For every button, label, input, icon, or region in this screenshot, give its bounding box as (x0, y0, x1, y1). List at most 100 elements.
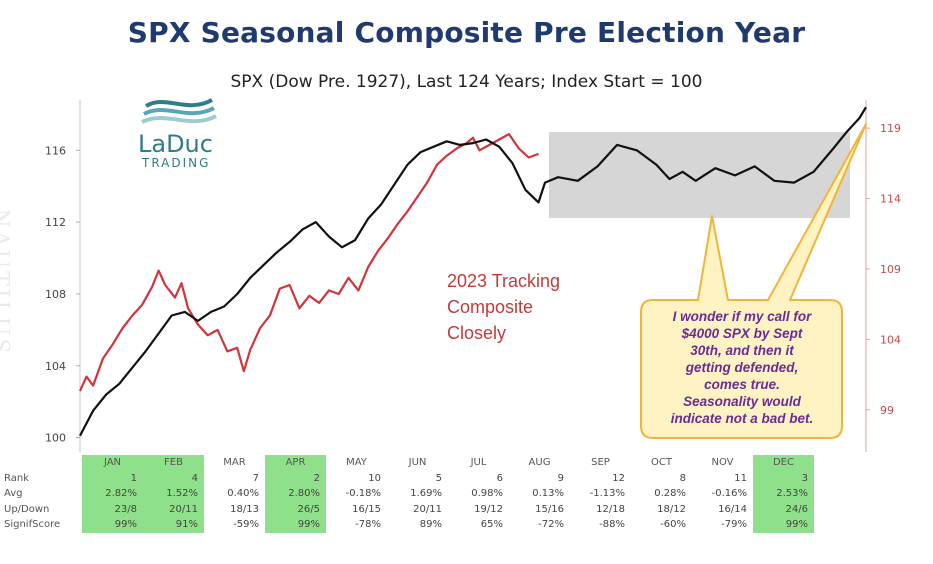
left-tick-label: 104 (45, 360, 66, 373)
stats-row-label: Avg (4, 488, 23, 500)
stats-cell: 12 (612, 472, 625, 484)
stats-cell: 2.53% (753, 486, 814, 502)
stats-cell: -60% (660, 519, 686, 531)
month-header: MAY (346, 457, 367, 469)
stats-cell: 20/11 (143, 501, 204, 517)
annotation-line-3: Closely (447, 323, 507, 343)
stats-cell: 2.82% (82, 486, 143, 502)
stats-cell: 10 (368, 472, 381, 484)
callout-line: $4000 SPX by Sept (681, 326, 803, 341)
tracking-annotation: 2023 Tracking Composite Closely (447, 268, 587, 346)
stats-cell: 0.40% (227, 488, 259, 500)
stats-cell: 99% (753, 517, 814, 533)
stats-cell: 99% (265, 517, 326, 533)
stats-cell: 19/12 (474, 503, 503, 515)
stats-cell: 2 (265, 470, 326, 486)
stats-cell: 0.98% (471, 488, 503, 500)
stats-cell: 7 (252, 472, 259, 484)
right-tick-label: 119 (880, 122, 901, 135)
callout-text: I wonder if my call for $4000 SPX by Sep… (644, 308, 840, 427)
stats-cell: 0.13% (532, 488, 564, 500)
left-axis-ticks: 100 104 108 112 116 (45, 144, 80, 445)
month-header: JUN (408, 457, 427, 469)
callout-line: I wonder if my call for (672, 309, 812, 324)
stats-cell: 1 (82, 470, 143, 486)
left-tick-label: 116 (45, 144, 66, 157)
laduc-logo: LaDuc TRADING (128, 92, 238, 172)
consolidation-box (549, 132, 850, 218)
stats-cell: 91% (143, 517, 204, 533)
month-header: NOV (711, 457, 734, 469)
stats-cell: -0.18% (345, 488, 381, 500)
stats-row-label: Rank (4, 472, 29, 484)
chart-title: SPX Seasonal Composite Pre Election Year (127, 16, 806, 49)
month-header: SEP (591, 457, 610, 469)
month-header: AUG (528, 457, 551, 469)
stats-cell: 16/14 (718, 503, 747, 515)
stats-cell: 26/5 (265, 501, 326, 517)
right-axis-ticks: 99 104 109 114 119 (866, 122, 901, 417)
stats-row-label (4, 455, 82, 471)
annotation-line-1: 2023 Tracking (447, 271, 561, 291)
stats-row: Up/Down 23/8 20/11 18/13 26/5 16/15 20/11 19/12… (4, 501, 814, 517)
chart-subtitle: SPX (Dow Pre. 1927), Last 124 Years; Ind… (230, 72, 703, 92)
stats-header-row: JAN FEB MAR APR MAY JUN JUL AUG SEP OCT NOV DEC (4, 455, 814, 471)
right-tick-label: 99 (880, 404, 894, 417)
stats-cell: 4 (143, 470, 204, 486)
left-tick-label: 108 (45, 288, 66, 301)
stats-cell: 20/11 (413, 503, 442, 515)
month-header: DEC (753, 455, 814, 471)
stats-cell: -1.13% (589, 488, 625, 500)
stats-cell: 23/8 (82, 501, 143, 517)
stats-cell: 15/16 (535, 503, 564, 515)
annotation-line-2: Composite (447, 297, 534, 317)
stats-cell: 0.28% (654, 488, 686, 500)
series-layer (78, 106, 867, 437)
stats-cell: 18/12 (657, 503, 686, 515)
spx-2023-series-line (78, 133, 539, 392)
stats-cell: 89% (419, 519, 442, 531)
callout-line: comes true. (704, 377, 780, 392)
stats-cell: 6 (496, 472, 503, 484)
logo-name: LaDuc (138, 130, 213, 158)
stats-cell: 16/15 (352, 503, 381, 515)
stats-cell: 18/13 (230, 503, 259, 515)
callout-line: getting defended, (685, 360, 799, 375)
composite-series-line (79, 106, 867, 437)
stats-cell: 1.52% (143, 486, 204, 502)
callout-bubble (640, 123, 867, 439)
stats-cell: 9 (557, 472, 564, 484)
stats-row: Rank 1 4 7 2 10 5 6 9 12 8 11 3 (4, 470, 814, 486)
stats-cell: -88% (599, 519, 625, 531)
monthly-stats-table: JAN FEB MAR APR MAY JUN JUL AUG SEP OCT NOV DEC Rank… (4, 455, 814, 533)
stats-cell: 99% (82, 517, 143, 533)
logo-sub: TRADING (142, 156, 211, 170)
stats-row-label: Up/Down (4, 503, 50, 515)
stats-cell: -79% (721, 519, 747, 531)
right-tick-label: 114 (880, 193, 901, 206)
callout-line: 30th, and then it (690, 343, 794, 358)
month-header: JAN (82, 455, 143, 471)
wave-icon (141, 98, 217, 124)
stats-cell: 5 (435, 472, 442, 484)
stats-cell: 1.69% (410, 488, 442, 500)
stats-row: SignifScore 99% 91% -59% 99% -78% 89% 65% -72% -8… (4, 517, 814, 533)
right-tick-label: 109 (880, 263, 901, 276)
month-header: OCT (651, 457, 672, 469)
right-tick-label: 104 (880, 333, 901, 346)
left-tick-label: 112 (45, 216, 66, 229)
stats-cell: 2.80% (265, 486, 326, 502)
stats-cell: 12/18 (596, 503, 625, 515)
stats-cell: -0.16% (711, 488, 747, 500)
stats-cell: 24/6 (753, 501, 814, 517)
stats-cell: -59% (233, 519, 259, 531)
month-header: FEB (143, 455, 204, 471)
stats-cell: -72% (538, 519, 564, 531)
stats-row-label: SignifScore (4, 519, 61, 531)
stats-cell: 65% (480, 519, 503, 531)
stats-cell: 3 (753, 470, 814, 486)
stats-cell: 8 (679, 472, 686, 484)
month-header: APR (265, 455, 326, 471)
month-header: JUL (470, 457, 487, 469)
